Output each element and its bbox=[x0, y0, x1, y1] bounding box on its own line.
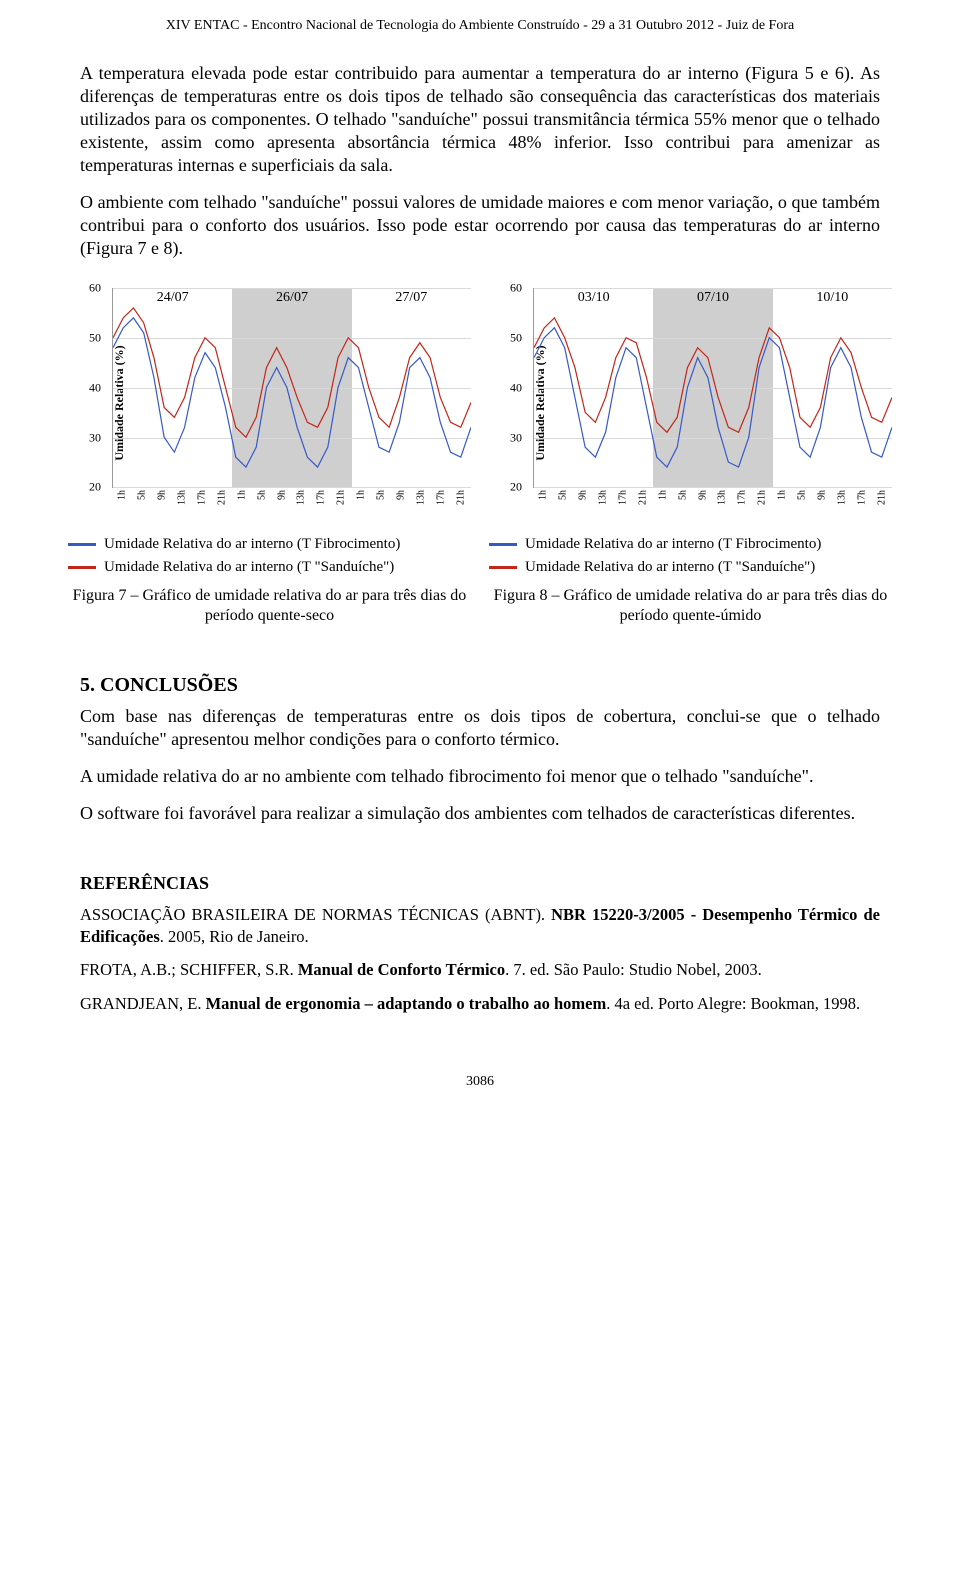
xtick-label: 21h bbox=[212, 488, 232, 518]
figure-8-chart: Umidade Relativa (%) 203040506003/1007/1… bbox=[489, 288, 892, 518]
xtick-label: 17h bbox=[852, 488, 872, 518]
xtick-label: 5h bbox=[673, 488, 693, 518]
ref3-a: GRANDJEAN, E. bbox=[80, 994, 206, 1013]
fig8-caption: Figura 8 – Gráfico de umidade relativa d… bbox=[489, 586, 892, 626]
fig7-legend-fibro: Umidade Relativa do ar interno (T Fibroc… bbox=[68, 536, 471, 553]
ref2-c: . 7. ed. São Paulo: Studio Nobel, 2003. bbox=[505, 960, 762, 979]
section-conclusoes-heading: 5. CONCLUSÕES bbox=[80, 674, 880, 697]
ref3-b: Manual de ergonomia – adaptando o trabal… bbox=[206, 994, 607, 1013]
xtick-label: 1h bbox=[232, 488, 252, 518]
xtick-label: 1h bbox=[112, 488, 132, 518]
xtick-label: 1h bbox=[351, 488, 371, 518]
ytick-label: 40 bbox=[510, 380, 522, 395]
xtick-label: 21h bbox=[451, 488, 471, 518]
fig8-legend-sandu-label: Umidade Relativa do ar interno (T "Sandu… bbox=[525, 559, 815, 576]
xtick-label: 5h bbox=[252, 488, 272, 518]
xtick-label: 17h bbox=[192, 488, 212, 518]
section-referencias-heading: REFERÊNCIAS bbox=[80, 873, 880, 894]
xtick-label: 17h bbox=[311, 488, 331, 518]
fig8-legend-fibro-label: Umidade Relativa do ar interno (T Fibroc… bbox=[525, 536, 821, 553]
ref2-b: Manual de Conforto Térmico bbox=[298, 960, 505, 979]
ytick-label: 60 bbox=[510, 281, 522, 296]
xtick-label: 21h bbox=[752, 488, 772, 518]
xtick-label: 13h bbox=[411, 488, 431, 518]
fig7-xticks: 1h5h9h13h17h21h1h5h9h13h17h21h1h5h9h13h1… bbox=[112, 488, 471, 518]
fig8-swatch-sandu bbox=[489, 566, 517, 569]
ref1-a: ASSOCIAÇÃO BRASILEIRA DE NORMAS TÉCNICAS… bbox=[80, 905, 551, 924]
xtick-label: 9h bbox=[152, 488, 172, 518]
fig7-swatch-fibro bbox=[68, 543, 96, 546]
ytick-label: 60 bbox=[89, 281, 101, 296]
xtick-label: 5h bbox=[792, 488, 812, 518]
xtick-label: 5h bbox=[371, 488, 391, 518]
fig8-xticks: 1h5h9h13h17h21h1h5h9h13h17h21h1h5h9h13h1… bbox=[533, 488, 892, 518]
chart-lines bbox=[113, 288, 471, 487]
figure-7-chart: Umidade Relativa (%) 203040506024/0726/0… bbox=[68, 288, 471, 518]
xtick-label: 9h bbox=[391, 488, 411, 518]
fig8-legend-sandu: Umidade Relativa do ar interno (T "Sandu… bbox=[489, 559, 892, 576]
xtick-label: 13h bbox=[593, 488, 613, 518]
fig8-plot: 203040506003/1007/1010/10 bbox=[533, 288, 892, 488]
figures-row: Umidade Relativa (%) 203040506024/0726/0… bbox=[68, 288, 892, 626]
fig8-legend: Umidade Relativa do ar interno (T Fibroc… bbox=[489, 536, 892, 576]
fig8-legend-fibro: Umidade Relativa do ar interno (T Fibroc… bbox=[489, 536, 892, 553]
ytick-label: 20 bbox=[89, 480, 101, 495]
fig7-plot: 203040506024/0726/0727/07 bbox=[112, 288, 471, 488]
fig8-swatch-fibro bbox=[489, 543, 517, 546]
xtick-label: 21h bbox=[331, 488, 351, 518]
figure-7: Umidade Relativa (%) 203040506024/0726/0… bbox=[68, 288, 471, 626]
xtick-label: 9h bbox=[693, 488, 713, 518]
figure-8: Umidade Relativa (%) 203040506003/1007/1… bbox=[489, 288, 892, 626]
ref2-a: FROTA, A.B.; SCHIFFER, S.R. bbox=[80, 960, 298, 979]
ytick-label: 20 bbox=[510, 480, 522, 495]
xtick-label: 13h bbox=[712, 488, 732, 518]
xtick-label: 21h bbox=[872, 488, 892, 518]
chart-lines bbox=[534, 288, 892, 487]
xtick-label: 9h bbox=[812, 488, 832, 518]
fig7-legend-fibro-label: Umidade Relativa do ar interno (T Fibroc… bbox=[104, 536, 400, 553]
xtick-label: 5h bbox=[132, 488, 152, 518]
reference-1: ASSOCIAÇÃO BRASILEIRA DE NORMAS TÉCNICAS… bbox=[80, 904, 880, 947]
ref1-c: . 2005, Rio de Janeiro. bbox=[160, 927, 309, 946]
ytick-label: 30 bbox=[510, 430, 522, 445]
xtick-label: 17h bbox=[732, 488, 752, 518]
fig7-legend-sandu: Umidade Relativa do ar interno (T "Sandu… bbox=[68, 559, 471, 576]
fig7-legend-sandu-label: Umidade Relativa do ar interno (T "Sandu… bbox=[104, 559, 394, 576]
xtick-label: 9h bbox=[272, 488, 292, 518]
running-header: XIV ENTAC - Encontro Nacional de Tecnolo… bbox=[80, 18, 880, 34]
conclusoes-p2: A umidade relativa do ar no ambiente com… bbox=[80, 765, 880, 788]
reference-3: GRANDJEAN, E. Manual de ergonomia – adap… bbox=[80, 993, 880, 1014]
fig7-legend: Umidade Relativa do ar interno (T Fibroc… bbox=[68, 536, 471, 576]
conclusoes-p1: Com base nas diferenças de temperaturas … bbox=[80, 705, 880, 751]
xtick-label: 9h bbox=[573, 488, 593, 518]
page-number: 3086 bbox=[80, 1074, 880, 1090]
xtick-label: 13h bbox=[172, 488, 192, 518]
ytick-label: 40 bbox=[89, 380, 101, 395]
ytick-label: 50 bbox=[510, 331, 522, 346]
conclusoes-p3: O software foi favorável para realizar a… bbox=[80, 802, 880, 825]
xtick-label: 17h bbox=[431, 488, 451, 518]
xtick-label: 13h bbox=[291, 488, 311, 518]
fig7-caption: Figura 7 – Gráfico de umidade relativa d… bbox=[68, 586, 471, 626]
xtick-label: 5h bbox=[553, 488, 573, 518]
reference-2: FROTA, A.B.; SCHIFFER, S.R. Manual de Co… bbox=[80, 959, 880, 980]
fig7-swatch-sandu bbox=[68, 566, 96, 569]
xtick-label: 1h bbox=[653, 488, 673, 518]
ytick-label: 50 bbox=[89, 331, 101, 346]
paragraph-2: O ambiente com telhado "sanduíche" possu… bbox=[80, 191, 880, 260]
xtick-label: 1h bbox=[533, 488, 553, 518]
xtick-label: 17h bbox=[613, 488, 633, 518]
ref3-c: . 4a ed. Porto Alegre: Bookman, 1998. bbox=[606, 994, 860, 1013]
paragraph-1: A temperatura elevada pode estar contrib… bbox=[80, 62, 880, 177]
xtick-label: 21h bbox=[633, 488, 653, 518]
xtick-label: 1h bbox=[772, 488, 792, 518]
ytick-label: 30 bbox=[89, 430, 101, 445]
xtick-label: 13h bbox=[832, 488, 852, 518]
